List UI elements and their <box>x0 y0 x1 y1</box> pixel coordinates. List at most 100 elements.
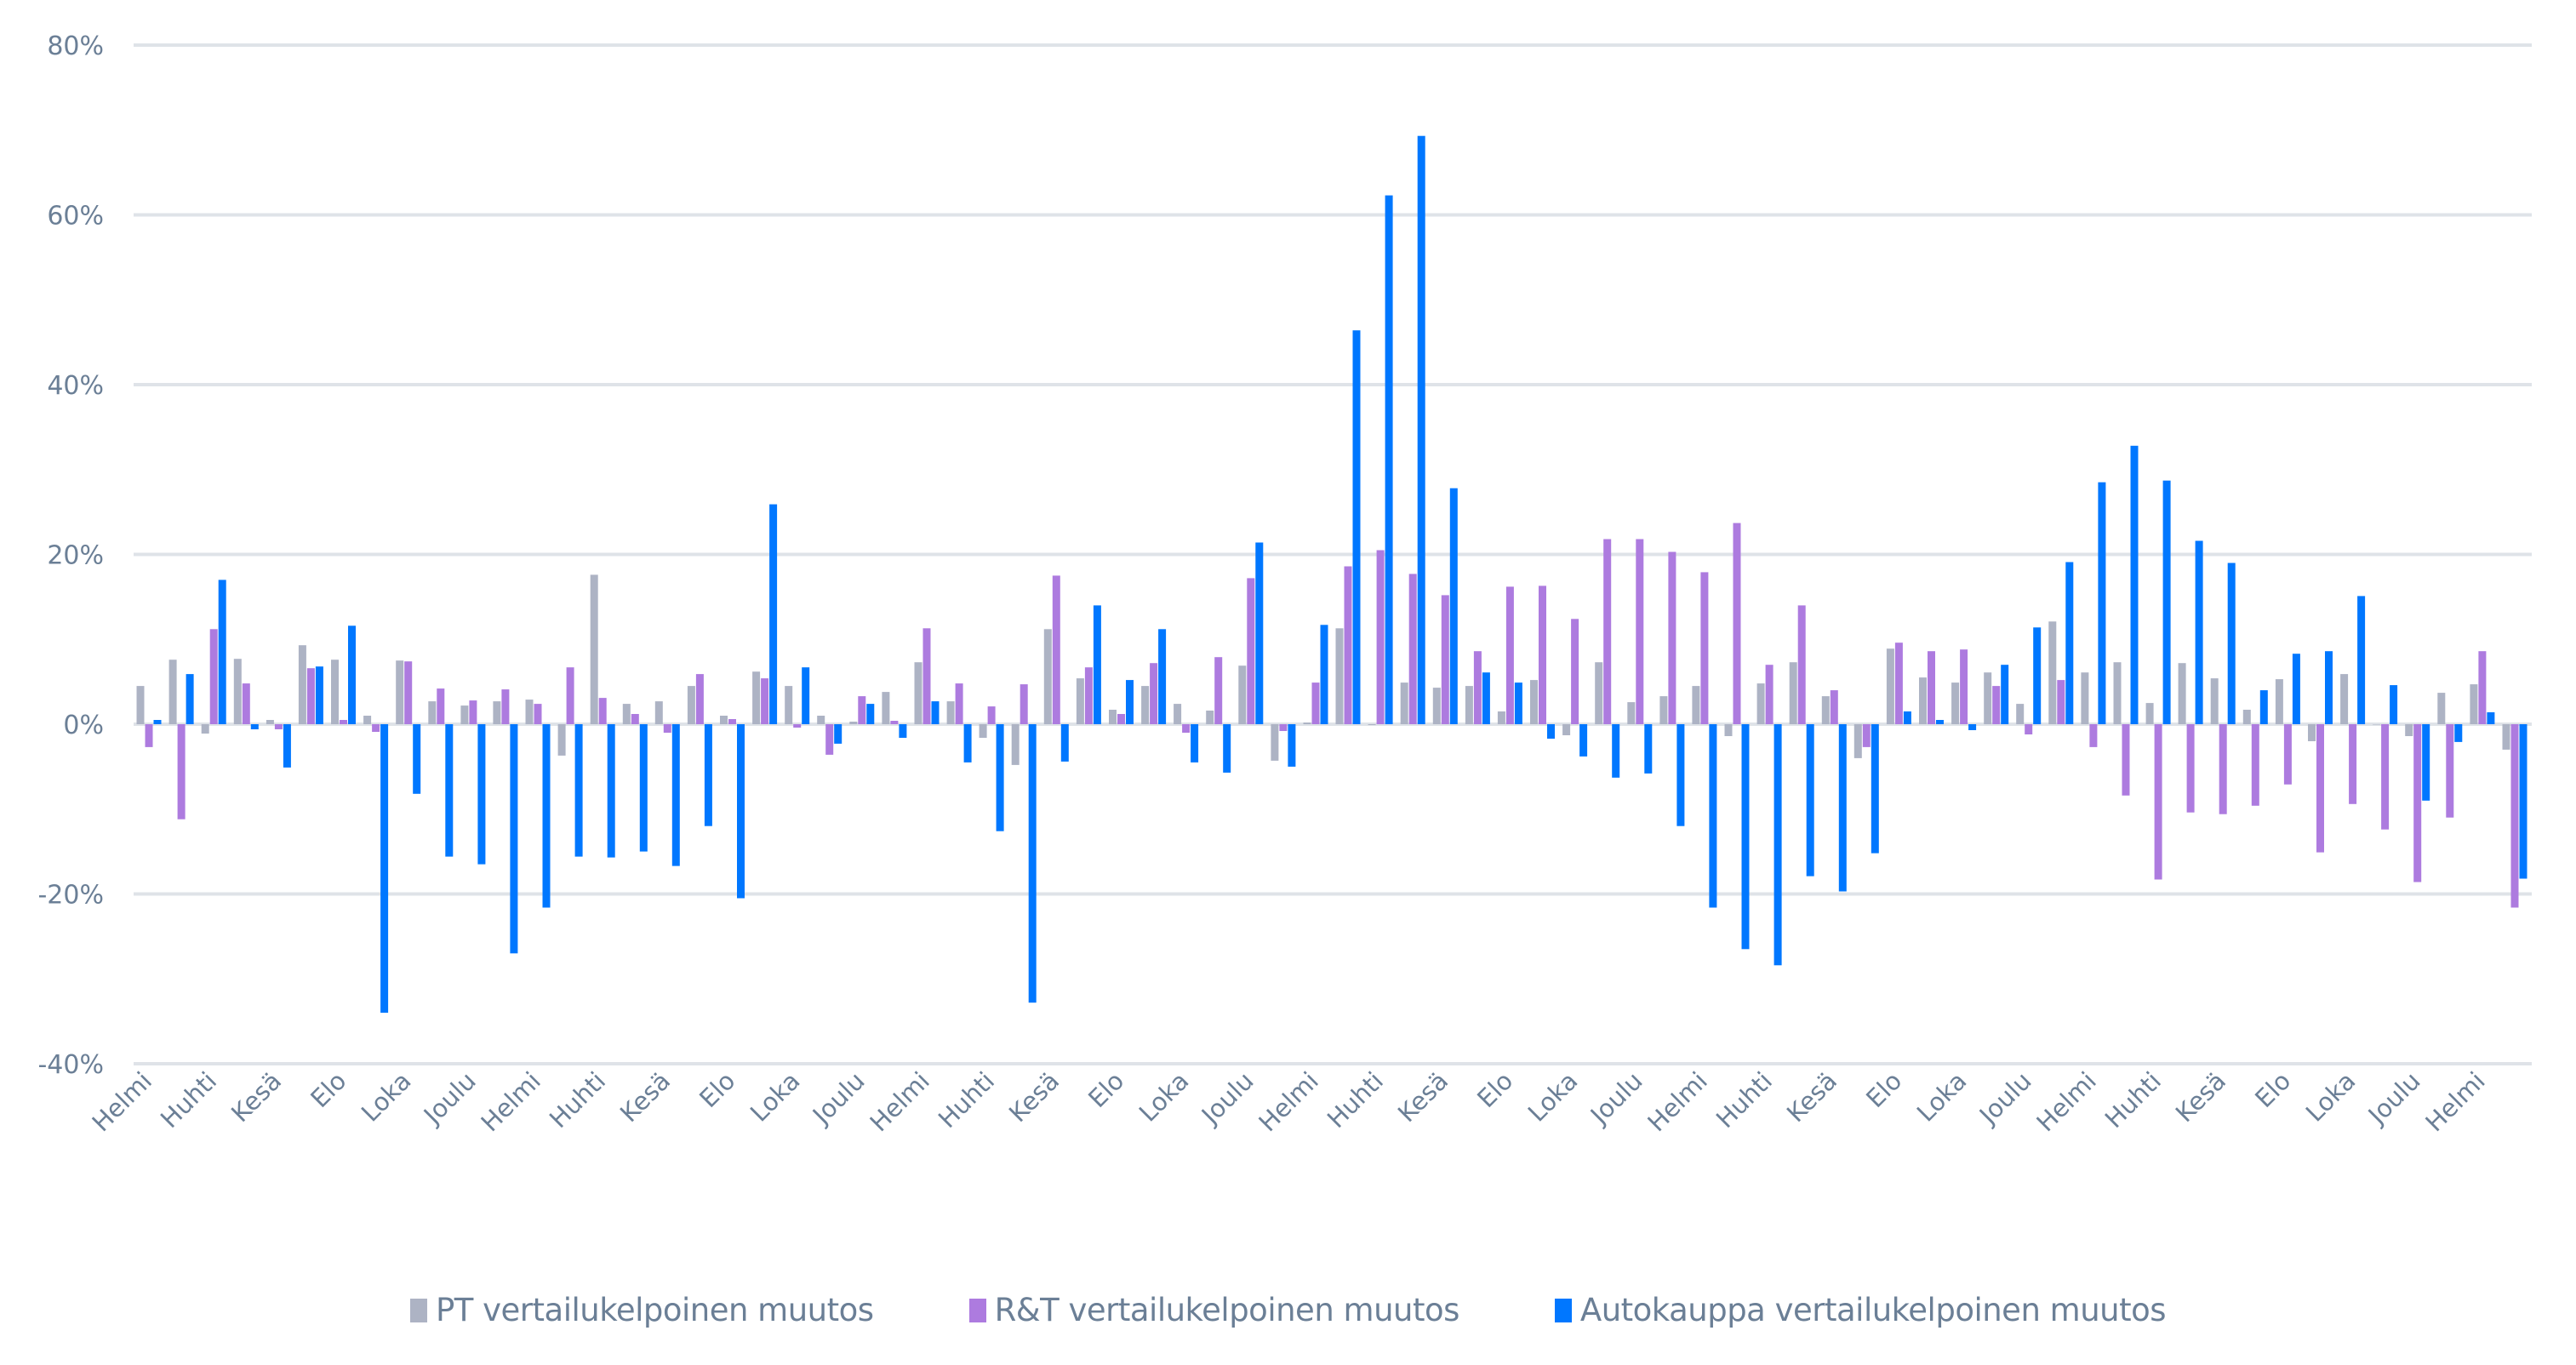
legend-item-autokauppa[interactable]: Autokauppa vertailukelpoinen muutos <box>1554 1292 2167 1328</box>
bar-pt <box>331 660 339 724</box>
bar-pt <box>1400 682 1408 724</box>
bar-rt <box>274 724 283 729</box>
bar-pt <box>1821 696 1830 724</box>
bar-autokauppa <box>218 580 226 724</box>
x-tick-label: Elo <box>694 1066 740 1113</box>
bar-autokauppa <box>996 724 1004 831</box>
bar-rt <box>209 629 218 724</box>
legend-item-pt[interactable]: PT vertailukelpoinen muutos <box>409 1292 874 1328</box>
y-tick-label: 60% <box>47 202 104 231</box>
bar-autokauppa <box>1385 195 1393 725</box>
bar-autokauppa <box>1871 724 1879 854</box>
bar-pt <box>136 686 145 724</box>
bar-autokauppa <box>866 704 875 724</box>
bar-rt <box>1765 665 1773 724</box>
bar-pt <box>785 686 793 724</box>
x-tick-label: Loka <box>1134 1066 1195 1128</box>
legend-item-rt[interactable]: R&T vertailukelpoinen muutos <box>968 1292 1459 1328</box>
x-tick-label: Loka <box>356 1066 417 1128</box>
bar-autokauppa <box>1579 724 1588 757</box>
bar-pt <box>2437 693 2446 724</box>
bar-autokauppa <box>2001 665 2009 724</box>
bar-autokauppa <box>477 724 486 865</box>
x-tick-label: Joulu <box>2362 1066 2426 1131</box>
bar-rt <box>1636 539 1644 724</box>
bar-autokauppa <box>1255 542 1264 724</box>
bar-autokauppa <box>1676 724 1685 826</box>
bar-autokauppa <box>2130 445 2139 724</box>
gridlines <box>134 43 2532 1065</box>
bar-rt <box>340 720 347 724</box>
bar-pt <box>1497 711 1505 724</box>
legend-label-pt: PT vertailukelpoinen muutos <box>435 1292 874 1328</box>
bar-autokauppa <box>2487 712 2495 724</box>
bar-rt <box>2251 724 2259 806</box>
bar-autokauppa <box>1158 629 1167 724</box>
x-tick-label: Helmi <box>476 1066 546 1137</box>
x-tick-label: Kesä <box>2170 1066 2231 1128</box>
bar-rt <box>1928 651 1935 724</box>
bar-pt <box>979 724 987 738</box>
bar-autokauppa <box>1644 724 1653 774</box>
bar-pt <box>460 705 469 724</box>
bar-pt <box>1951 682 1960 724</box>
bar-autokauppa <box>834 724 842 744</box>
bar-rt <box>987 706 996 724</box>
bar-rt <box>825 724 834 755</box>
bar-rt <box>955 683 963 724</box>
x-tick-label: Huhti <box>933 1066 1000 1134</box>
bar-rt <box>1117 714 1125 724</box>
bar-pt <box>1076 678 1084 724</box>
bar-pt <box>1109 710 1117 724</box>
bar-autokauppa <box>2259 690 2268 724</box>
bar-pt <box>428 701 437 724</box>
bar-pt <box>1303 722 1311 724</box>
bar-autokauppa <box>413 724 421 794</box>
bar-autokauppa <box>2325 651 2333 724</box>
bar-rt <box>1862 724 1871 747</box>
bar-rt <box>793 724 802 728</box>
bar-autokauppa <box>639 724 648 852</box>
y-axis-tick-labels: -40% -20% 0% 20% 40% 60% 80% <box>37 31 104 1080</box>
bar-autokauppa <box>2195 540 2203 724</box>
bar-autokauppa <box>1060 724 1069 762</box>
bar-rt <box>1733 523 1741 724</box>
bar-autokauppa <box>1936 720 1944 724</box>
bar-rt <box>1376 550 1385 724</box>
bar-autokauppa <box>283 724 291 768</box>
bar-rt <box>177 724 186 820</box>
bar-rt <box>1214 657 1223 724</box>
bar-rt <box>1539 585 1546 724</box>
bar-autokauppa <box>348 625 356 724</box>
bar-autokauppa <box>2357 596 2366 724</box>
bar-pt <box>1627 702 1636 724</box>
bar-pt <box>1206 711 1214 724</box>
bar-rt <box>728 719 736 724</box>
bar-rt <box>1668 551 1676 724</box>
bar-autokauppa <box>1223 724 1231 773</box>
bar-autokauppa <box>1547 724 1555 739</box>
bar-autokauppa <box>2390 685 2398 724</box>
x-tick-label: Loka <box>745 1066 806 1128</box>
y-tick-label: 20% <box>47 541 104 571</box>
x-tick-label: Helmi <box>1253 1066 1323 1137</box>
bar-pt <box>1659 696 1668 724</box>
bar-autokauppa <box>1709 724 1717 908</box>
bar-pt <box>1141 686 1150 724</box>
bar-autokauppa <box>2162 480 2171 724</box>
x-tick-label: Kesä <box>226 1066 287 1128</box>
bar-autokauppa <box>2292 654 2300 724</box>
bar-rt <box>2057 680 2065 724</box>
bar-pt <box>1011 724 1020 765</box>
bar-pt <box>1692 686 1700 724</box>
bar-autokauppa <box>1968 724 1977 730</box>
bar-autokauppa <box>2454 724 2463 742</box>
bar-pt <box>168 660 177 724</box>
bar-pt <box>396 660 404 724</box>
bar-autokauppa <box>1838 724 1847 892</box>
bar-pt <box>1043 629 1052 724</box>
bar-rt <box>2381 724 2390 830</box>
bar-autokauppa <box>737 724 745 899</box>
bar-pt <box>622 704 631 724</box>
bar-autokauppa <box>315 666 323 724</box>
